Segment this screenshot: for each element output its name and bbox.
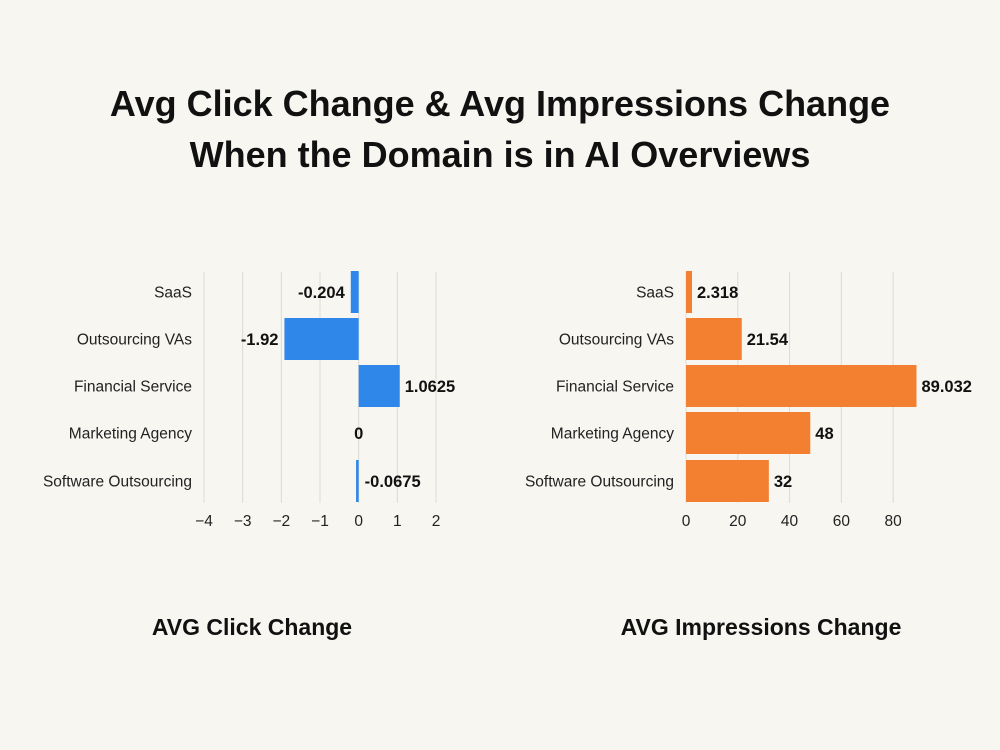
click-category-label: SaaS [154, 285, 192, 302]
click-data-label: 0 [354, 425, 363, 443]
click-data-label: -0.0675 [365, 473, 421, 491]
click-bar [356, 460, 359, 502]
impressions-chart-subtitle: AVG Impressions Change [620, 614, 902, 640]
click-chart-subtitle: AVG Click Change [151, 614, 353, 640]
impr-data-label: 89.032 [921, 378, 971, 396]
impr-x-tick-label: 40 [781, 513, 799, 530]
click-bar [358, 365, 400, 407]
impr-data-label: 48 [815, 425, 833, 443]
impr-category-label: Financial Service [556, 379, 674, 396]
impr-category-label: Outsourcing VAs [559, 332, 674, 349]
click-category-label: Marketing Agency [69, 426, 192, 443]
click-x-tick-label: −3 [234, 513, 252, 530]
click-x-tick-label: −1 [311, 513, 329, 530]
impr-category-label: Software Outsourcing [525, 474, 674, 491]
click-x-tick-label: −2 [272, 513, 290, 530]
click-x-tick-label: −4 [195, 513, 213, 530]
impr-x-tick-label: 80 [884, 513, 902, 530]
click-category-label: Financial Service [74, 379, 192, 396]
impr-bar [686, 460, 769, 502]
impr-data-label: 21.54 [747, 331, 789, 349]
click-data-label: -0.204 [298, 284, 346, 302]
click-data-label: -1.92 [241, 331, 279, 349]
click-x-tick-label: 1 [393, 513, 402, 530]
chart-title-line-2: When the Domain is in AI Overviews [189, 134, 811, 175]
impr-x-tick-label: 60 [833, 513, 851, 530]
impr-category-label: SaaS [636, 285, 674, 302]
click-category-label: Software Outsourcing [43, 474, 192, 491]
click-bar [350, 271, 359, 313]
impr-data-label: 2.318 [697, 284, 738, 302]
impr-category-label: Marketing Agency [551, 426, 674, 443]
impr-bar [686, 412, 811, 454]
click-bar [284, 318, 359, 360]
chart-title: Avg Click Change & Avg Impressions Chang… [0, 78, 1000, 180]
impr-x-tick-label: 0 [682, 513, 691, 530]
click-x-tick-label: 2 [432, 513, 441, 530]
chart-title-line-1: Avg Click Change & Avg Impressions Chang… [109, 83, 891, 124]
click-category-label: Outsourcing VAs [77, 332, 192, 349]
impr-bar [686, 271, 693, 313]
impr-data-label: 32 [774, 473, 792, 491]
impr-bar [686, 365, 917, 407]
click-data-label: 1.0625 [405, 378, 455, 396]
click-x-tick-label: 0 [354, 513, 363, 530]
impr-bar [686, 318, 742, 360]
impr-x-tick-label: 20 [729, 513, 747, 530]
